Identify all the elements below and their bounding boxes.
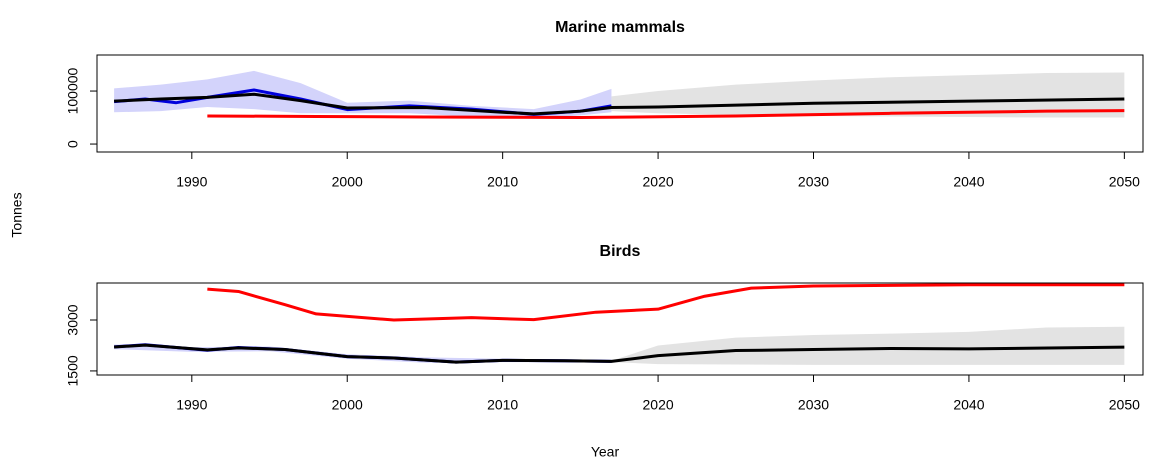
x-tick-label: 2000 — [332, 174, 363, 190]
x-tick-label: 1990 — [176, 174, 207, 190]
series-line — [114, 343, 1125, 364]
x-tick-label: 2010 — [487, 174, 518, 190]
y-tick-label: 1500 — [65, 355, 81, 386]
plot-frame — [96, 282, 1144, 376]
plot-frame — [96, 54, 1144, 153]
y-tick-label: 3000 — [65, 304, 81, 335]
chart-title: Marine mammals — [555, 19, 685, 36]
x-tick-label: 2010 — [487, 397, 518, 413]
confidence-band — [114, 70, 612, 119]
x-tick-label: 2050 — [1109, 174, 1140, 190]
x-tick-label: 2030 — [798, 174, 829, 190]
chart-title: Birds — [600, 243, 641, 260]
x-tick-label: 1990 — [176, 397, 207, 413]
series-line — [207, 283, 1125, 322]
y-tick-label: 0 — [65, 140, 81, 148]
x-axis-label: Year — [591, 444, 620, 460]
x-tick-label: 2040 — [953, 174, 984, 190]
series-line — [114, 92, 1125, 116]
x-tick-label: 2030 — [798, 397, 829, 413]
x-tick-label: 2000 — [332, 397, 363, 413]
x-tick-label: 2050 — [1109, 397, 1140, 413]
series-line — [207, 109, 1125, 120]
x-tick-label: 2040 — [953, 397, 984, 413]
confidence-band — [611, 326, 1125, 365]
x-tick-label: 2020 — [643, 174, 674, 190]
x-tick-label: 2020 — [643, 397, 674, 413]
y-tick-label: 100000 — [65, 67, 81, 114]
y-axis-label: Tonnes — [9, 192, 25, 237]
